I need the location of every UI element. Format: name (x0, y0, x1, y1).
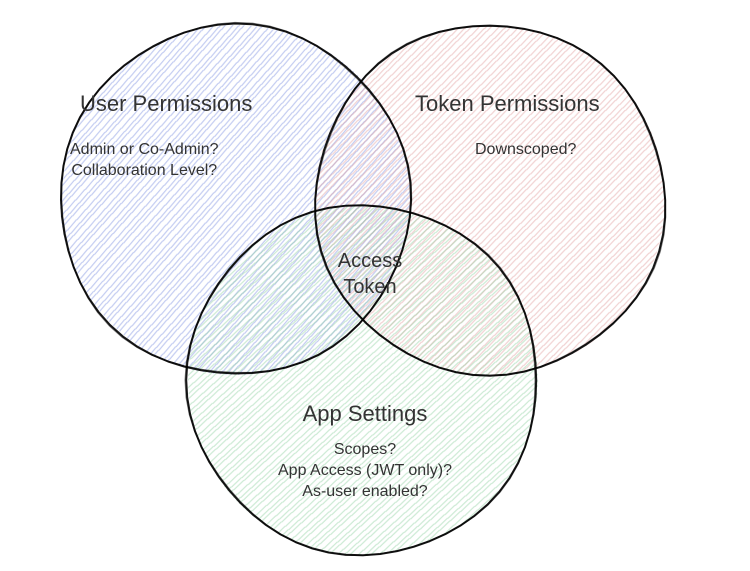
venn-diagram: User Permissions Admin or Co-Admin? Coll… (0, 0, 750, 571)
app-settings-title: App Settings (265, 400, 465, 429)
center-access-token-label: Access Token (325, 248, 415, 300)
token-permissions-subtitle: Downscoped? (475, 140, 576, 161)
token-permissions-title: Token Permissions (415, 90, 600, 119)
app-settings-subtitle: Scopes? App Access (JWT only)? As-user e… (230, 440, 500, 502)
user-permissions-title: User Permissions (80, 90, 252, 119)
user-permissions-subtitle: Admin or Co-Admin? Collaboration Level? (70, 140, 219, 182)
